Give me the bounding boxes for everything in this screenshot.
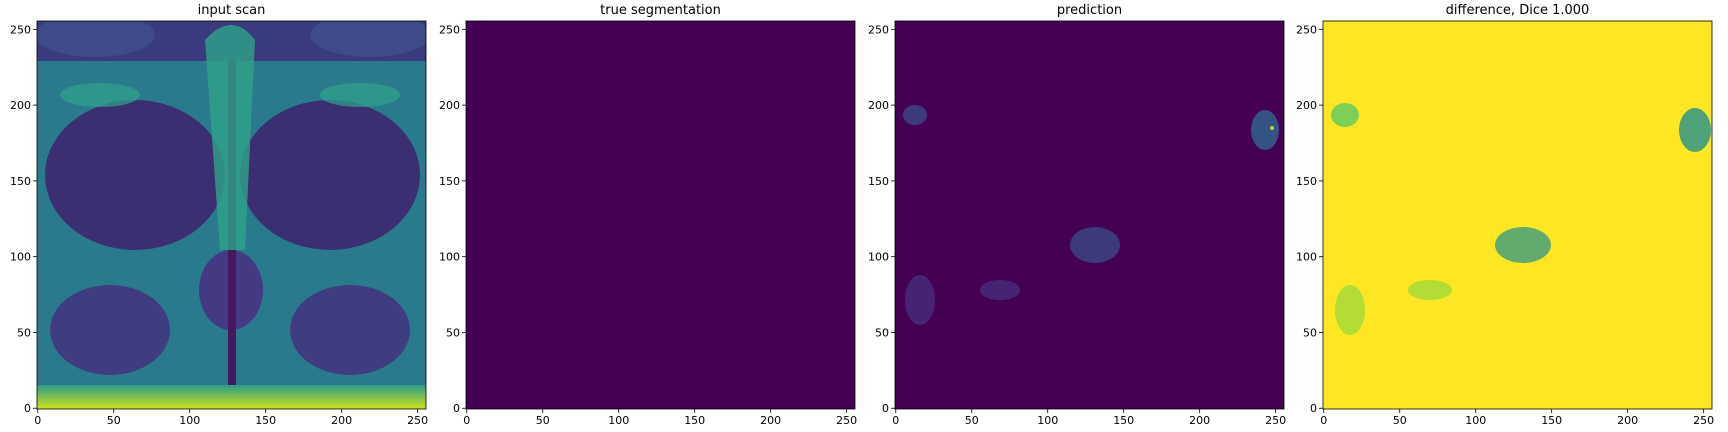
x-tick-label: 250: [1693, 414, 1714, 427]
x-tick-label: 100: [1465, 414, 1486, 427]
x-tick-label: 250: [1265, 414, 1286, 427]
x-tick-label: 50: [536, 414, 550, 427]
y-tick-label: 150: [1296, 175, 1317, 188]
x-tick-label: 0: [892, 414, 899, 427]
y-tick-label: 100: [439, 251, 460, 264]
axes-frame: [36, 20, 427, 410]
y-tick-label: 200: [439, 99, 460, 112]
x-tick-label: 50: [107, 414, 121, 427]
x-tick-label: 50: [1393, 414, 1407, 427]
x-tick-label: 150: [255, 414, 276, 427]
y-tick-label: 250: [1296, 23, 1317, 36]
y-tick-label: 150: [10, 175, 31, 188]
panel-title: input scan: [198, 3, 266, 18]
y-tick-label: 250: [868, 23, 889, 36]
axes-frame: [894, 20, 1285, 410]
scan-image: [37, 21, 426, 409]
y-tick-label: 0: [1310, 402, 1317, 415]
y-tick-label: 150: [439, 175, 460, 188]
x-tick-label: 250: [836, 414, 857, 427]
y-tick-label: 200: [1296, 99, 1317, 112]
y-tick-label: 150: [868, 175, 889, 188]
x-tick-label: 150: [684, 414, 705, 427]
axes-frame: [1322, 20, 1713, 410]
panel-title: prediction: [1057, 3, 1122, 18]
y-tick-label: 50: [446, 326, 460, 339]
y-tick-label: 50: [875, 326, 889, 339]
x-tick-label: 150: [1113, 414, 1134, 427]
x-tick-label: 250: [407, 414, 428, 427]
x-tick-label: 100: [608, 414, 629, 427]
y-tick-label: 50: [17, 326, 31, 339]
x-tick-label: 200: [760, 414, 781, 427]
axes-frame: [465, 20, 856, 410]
x-tick-label: 0: [1320, 414, 1327, 427]
x-tick-label: 100: [1037, 414, 1058, 427]
y-tick-label: 250: [439, 23, 460, 36]
y-tick-label: 250: [10, 23, 31, 36]
panel-title: true segmentation: [600, 3, 721, 18]
y-tick-label: 100: [10, 251, 31, 264]
x-tick-label: 50: [965, 414, 979, 427]
x-tick-label: 100: [179, 414, 200, 427]
y-tick-label: 0: [882, 402, 889, 415]
x-tick-label: 0: [463, 414, 470, 427]
y-tick-label: 100: [868, 251, 889, 264]
x-tick-label: 200: [331, 414, 352, 427]
difference-image: [1323, 21, 1712, 409]
y-tick-label: 50: [1303, 326, 1317, 339]
x-tick-label: 200: [1189, 414, 1210, 427]
y-tick-label: 0: [24, 402, 31, 415]
segmentation-image: [466, 21, 855, 409]
y-tick-label: 200: [868, 99, 889, 112]
y-tick-label: 100: [1296, 251, 1317, 264]
y-tick-label: 200: [10, 99, 31, 112]
x-tick-label: 150: [1541, 414, 1562, 427]
x-tick-label: 200: [1617, 414, 1638, 427]
panel-title: difference, Dice 1.000: [1446, 3, 1590, 18]
x-tick-label: 0: [34, 414, 41, 427]
y-tick-label: 0: [453, 402, 460, 415]
prediction-image: [895, 21, 1284, 409]
